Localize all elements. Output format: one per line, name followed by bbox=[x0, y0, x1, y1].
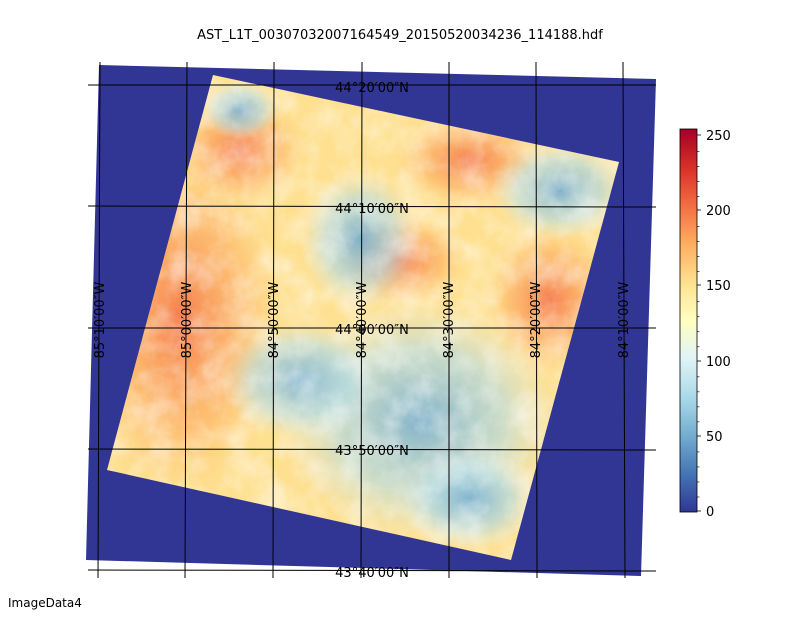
lon-label: 85°00′00″W bbox=[180, 281, 195, 358]
colorbar-tick-label: 250 bbox=[706, 129, 731, 144]
colorbar-major-ticks bbox=[697, 134, 701, 512]
longitude-labels: 85°10′00″W 85°00′00″W 84°50′00″W 84°40′0… bbox=[93, 281, 632, 358]
image-caption: ImageData4 bbox=[8, 596, 82, 610]
lat-label: 44°20′00″N bbox=[335, 81, 409, 96]
colorbar: 250 200 150 100 50 0 bbox=[679, 128, 731, 520]
colorbar-tick-label: 200 bbox=[706, 204, 731, 219]
lon-label: 84°50′00″W bbox=[267, 281, 282, 358]
colorbar-tick-label: 150 bbox=[706, 279, 731, 294]
colorbar-tick-label: 100 bbox=[706, 355, 731, 370]
colorbar-tick-label: 0 bbox=[706, 505, 714, 520]
scene-raster bbox=[107, 75, 619, 560]
lat-label: 43°50′00″N bbox=[335, 444, 409, 459]
lon-label: 85°10′00″W bbox=[93, 281, 108, 358]
lon-label: 84°20′00″W bbox=[529, 281, 544, 358]
colorbar-gradient bbox=[679, 128, 698, 513]
lon-label: 84°40′00″W bbox=[355, 281, 370, 358]
latitude-labels: 44°20′00″N 44°10′00″N 44°00′00″N 43°50′0… bbox=[335, 81, 409, 581]
lon-label: 84°30′00″W bbox=[442, 281, 457, 358]
plot-title: AST_L1T_00307032007164549_20150520034236… bbox=[197, 28, 603, 43]
graticule bbox=[87, 61, 657, 579]
lon-label: 84°10′00″W bbox=[617, 281, 632, 358]
lat-label: 43°40′00″N bbox=[335, 566, 409, 581]
lat-label: 44°00′00″N bbox=[335, 323, 409, 338]
colorbar-tick-label: 50 bbox=[706, 430, 723, 445]
lat-label: 44°10′00″N bbox=[335, 202, 409, 217]
colorbar-minor-ticks bbox=[697, 151, 700, 498]
